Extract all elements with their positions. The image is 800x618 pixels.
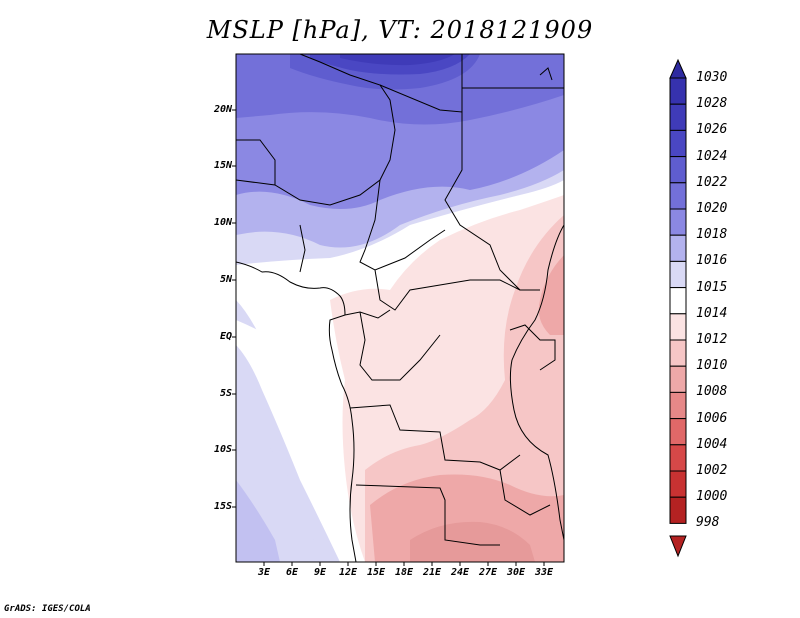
border-angola <box>349 404 521 471</box>
longitude-ticks <box>263 562 545 566</box>
lon-label-18e: 18E <box>394 567 414 578</box>
lat-label-5s: 5S <box>219 388 232 399</box>
lon-label-24e: 24E <box>450 567 470 578</box>
colorbar-swatch-1002 <box>669 444 687 472</box>
lat-label-15s: 15S <box>213 501 232 512</box>
field-coastal-1014 <box>236 320 360 562</box>
colorbar-label-1010: 1010 <box>696 358 728 374</box>
border-gabon <box>344 309 391 319</box>
field-1010 <box>365 215 564 562</box>
border-libya <box>379 54 463 113</box>
lon-label-27e: 27E <box>478 567 498 578</box>
colorbar-label-1018: 1018 <box>696 227 728 243</box>
colorbar-swatch-1010 <box>669 339 687 367</box>
map-title: MSLP [hPa], VT: 2018121909 <box>206 16 594 44</box>
colorbar-swatch-1008 <box>669 365 687 393</box>
colorbar-label-1028: 1028 <box>696 96 728 112</box>
colorbar-label-1020: 1020 <box>696 201 728 216</box>
border-zambia <box>499 469 551 516</box>
lat-label-20n: 20N <box>213 104 232 115</box>
border-nigeria <box>299 224 306 273</box>
colorbar-bottom-arrow <box>669 535 687 558</box>
colorbar-swatch-998 <box>669 496 687 524</box>
border-mali <box>236 139 276 185</box>
colorbar-swatch-1026 <box>669 103 687 131</box>
field-1007 <box>410 521 535 562</box>
coastline-central-africa <box>328 314 357 562</box>
colorbar-label-1026: 1026 <box>696 122 728 138</box>
colorbar-swatch-1028 <box>669 77 687 105</box>
country-borders <box>236 54 564 562</box>
lat-label-10n: 10N <box>213 217 232 228</box>
colorbar-swatch-1012 <box>669 313 687 341</box>
map-frame <box>235 53 565 563</box>
lon-label-6e: 6E <box>285 567 299 578</box>
border-east-lakes <box>509 324 556 371</box>
lon-label-9e: 9E <box>313 567 327 578</box>
border-namibia <box>355 484 500 546</box>
colorbar-swatch-1018 <box>669 208 687 236</box>
border-car <box>374 269 521 311</box>
field-1026 <box>340 54 455 66</box>
lon-label-33e: 33E <box>534 567 554 578</box>
colorbar-swatch-1000 <box>669 470 687 498</box>
colorbar-label-1004: 1004 <box>696 436 728 452</box>
lat-label-15n: 15N <box>213 160 232 171</box>
border-chad <box>359 179 446 271</box>
lat-label-5n: 5N <box>219 274 232 285</box>
colorbar-top-arrow <box>669 58 687 79</box>
colorbar-label-1015: 1015 <box>696 279 728 295</box>
colorbar-label-1014: 1014 <box>696 305 728 321</box>
colorbar-label-1002: 1002 <box>696 463 728 478</box>
coast-redsea <box>539 67 553 81</box>
colorbar-swatch-1022 <box>669 156 687 184</box>
colorbar-swatch-1016 <box>669 234 687 262</box>
colorbar-label-998: 998 <box>696 515 720 531</box>
coastline-west-africa <box>236 261 346 316</box>
colorbar-label-1008: 1008 <box>696 384 728 400</box>
coastline-east <box>509 224 564 541</box>
lon-label-21e: 21E <box>422 567 442 578</box>
border-congo <box>359 311 441 381</box>
field-south-atlantic-2 <box>236 480 280 562</box>
colorbar-label-1012: 1012 <box>696 332 728 347</box>
colorbar-swatch-1020 <box>669 182 687 210</box>
colorbar-swatch-1015 <box>669 260 687 289</box>
colorbar-swatch-1004 <box>669 418 687 446</box>
lat-label-10s: 10S <box>213 444 232 455</box>
colorbar-label-1022: 1022 <box>696 174 728 190</box>
colorbar-label-1030: 1030 <box>696 70 728 85</box>
colorbar <box>669 58 687 558</box>
colorbar-swatch-1006 <box>669 391 687 420</box>
colorbar-label-1006: 1006 <box>696 410 728 426</box>
colorbar-label-1016: 1016 <box>696 253 728 269</box>
colorbar-label-1000: 1000 <box>696 489 728 505</box>
lon-label-3e: 3E <box>257 567 271 578</box>
latitude-ticks <box>232 109 236 508</box>
lon-label-30e: 30E <box>506 567 526 578</box>
field-1008-east <box>538 255 564 335</box>
colorbar-swatch-1024 <box>669 129 687 158</box>
lon-label-15e: 15E <box>366 567 386 578</box>
lon-label-12e: 12E <box>338 567 358 578</box>
pressure-field <box>236 54 564 562</box>
border-sudan <box>444 112 540 291</box>
border-niger <box>236 54 396 206</box>
footer-credit: GrADS: IGES/COLA <box>4 604 91 614</box>
colorbar-label-1024: 1024 <box>696 148 728 164</box>
colorbar-swatch-1014 <box>669 287 687 315</box>
lat-label-eq: EQ <box>219 331 232 342</box>
